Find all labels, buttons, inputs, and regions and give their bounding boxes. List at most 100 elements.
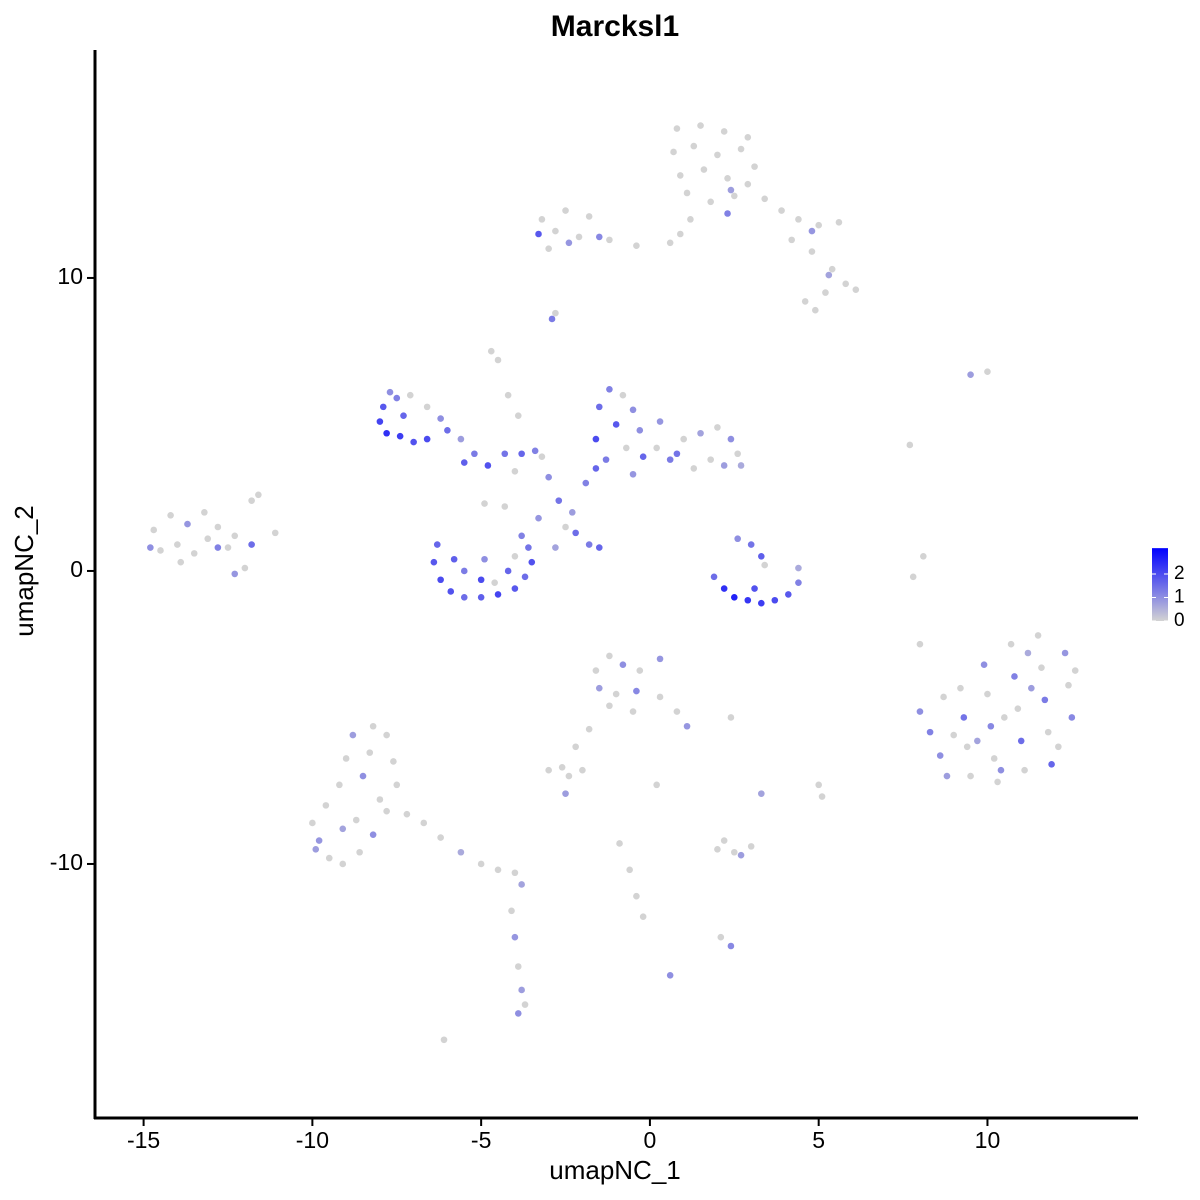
point bbox=[531, 447, 539, 455]
point bbox=[231, 532, 239, 540]
point bbox=[167, 511, 174, 519]
point bbox=[852, 286, 860, 293]
point bbox=[990, 755, 998, 762]
point bbox=[666, 456, 674, 463]
x-tick-label: 10 bbox=[975, 1127, 1001, 1153]
point bbox=[214, 544, 222, 551]
point bbox=[656, 418, 664, 425]
point bbox=[967, 772, 974, 780]
point bbox=[606, 702, 613, 710]
point bbox=[629, 708, 637, 715]
point bbox=[720, 462, 728, 469]
point bbox=[444, 427, 451, 434]
point bbox=[714, 846, 721, 853]
point bbox=[157, 547, 164, 554]
point bbox=[271, 529, 279, 537]
colorbar-label: 1 bbox=[1174, 587, 1185, 608]
point bbox=[737, 145, 745, 153]
point bbox=[511, 553, 519, 560]
point bbox=[396, 432, 404, 440]
point bbox=[562, 207, 569, 214]
point bbox=[606, 652, 613, 660]
point bbox=[477, 860, 485, 868]
point bbox=[201, 509, 208, 516]
point bbox=[174, 541, 181, 548]
point bbox=[808, 227, 816, 235]
point bbox=[619, 391, 627, 399]
point bbox=[683, 722, 691, 730]
point bbox=[369, 831, 377, 838]
point bbox=[150, 526, 158, 534]
point bbox=[1017, 737, 1025, 745]
point bbox=[494, 866, 502, 874]
point bbox=[744, 180, 752, 188]
point bbox=[450, 555, 458, 563]
point bbox=[477, 576, 485, 584]
point bbox=[400, 412, 407, 419]
point bbox=[636, 667, 644, 674]
point bbox=[484, 462, 492, 469]
point bbox=[984, 368, 991, 376]
point bbox=[437, 576, 444, 584]
point bbox=[967, 371, 974, 378]
point bbox=[734, 535, 741, 543]
point bbox=[447, 588, 455, 595]
point bbox=[1014, 705, 1022, 712]
x-tick-label: -5 bbox=[471, 1127, 491, 1153]
point bbox=[997, 766, 1005, 774]
point bbox=[1011, 673, 1018, 680]
point bbox=[204, 535, 212, 543]
point bbox=[629, 406, 637, 414]
point bbox=[612, 690, 620, 698]
point bbox=[514, 963, 522, 970]
point bbox=[423, 403, 431, 411]
point bbox=[616, 840, 623, 847]
point bbox=[808, 248, 816, 255]
point bbox=[761, 561, 768, 569]
point bbox=[737, 462, 745, 469]
point bbox=[1041, 696, 1049, 704]
point bbox=[963, 743, 971, 751]
point bbox=[595, 544, 603, 551]
point bbox=[1028, 684, 1035, 692]
point bbox=[724, 175, 731, 182]
point bbox=[457, 848, 465, 856]
point bbox=[255, 491, 262, 499]
point bbox=[342, 755, 350, 762]
point bbox=[393, 394, 401, 402]
point bbox=[720, 585, 728, 592]
point bbox=[795, 579, 802, 586]
point bbox=[558, 763, 566, 771]
point bbox=[1048, 761, 1055, 768]
point bbox=[423, 435, 431, 443]
point bbox=[315, 837, 323, 844]
point bbox=[758, 599, 765, 607]
point bbox=[545, 766, 552, 774]
point bbox=[720, 837, 728, 844]
point bbox=[494, 591, 502, 598]
point bbox=[575, 233, 583, 241]
point bbox=[795, 216, 802, 223]
point bbox=[758, 790, 765, 797]
point bbox=[727, 942, 735, 950]
point bbox=[1001, 714, 1008, 721]
point bbox=[957, 684, 964, 692]
point bbox=[359, 772, 367, 780]
point bbox=[926, 728, 934, 736]
point bbox=[980, 661, 988, 669]
point bbox=[1021, 766, 1028, 774]
point bbox=[727, 186, 735, 194]
point bbox=[815, 781, 822, 789]
point bbox=[349, 731, 357, 739]
point bbox=[511, 933, 519, 941]
point bbox=[670, 148, 677, 156]
point bbox=[437, 834, 444, 841]
point bbox=[727, 435, 735, 443]
point bbox=[673, 708, 681, 715]
point bbox=[376, 418, 384, 425]
point bbox=[720, 128, 728, 135]
point bbox=[460, 594, 468, 601]
point bbox=[545, 245, 552, 252]
x-tick-label: 5 bbox=[812, 1127, 825, 1153]
point bbox=[909, 573, 917, 581]
